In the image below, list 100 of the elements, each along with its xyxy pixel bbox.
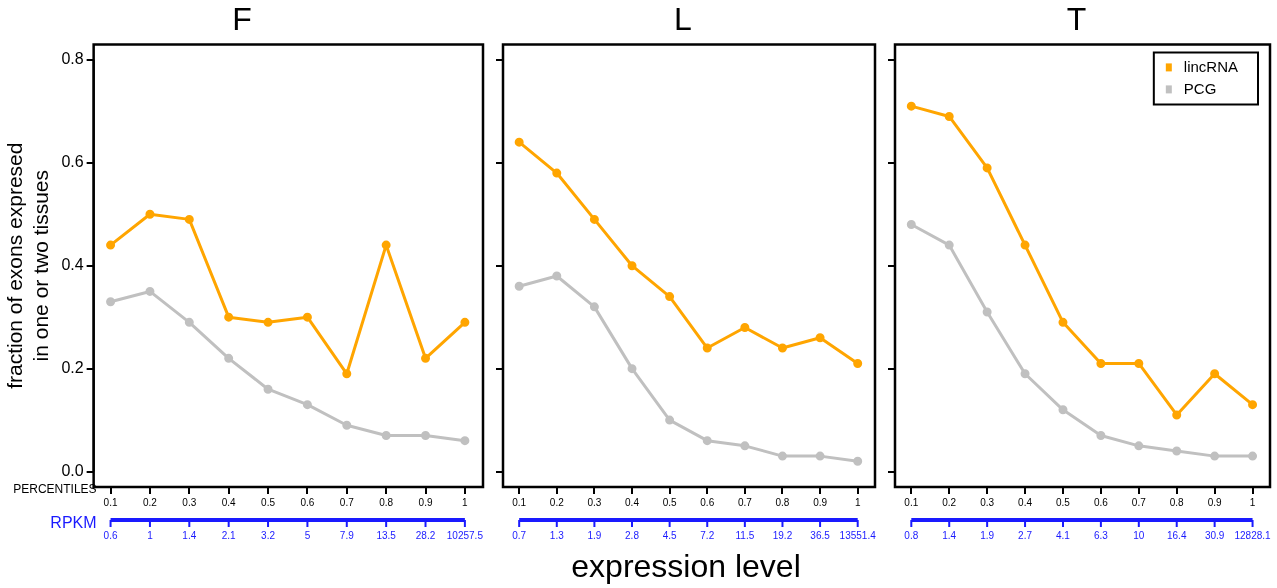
x-tick-label: 0.4 xyxy=(625,496,640,508)
y-tick-label: 0.8 xyxy=(61,50,84,68)
point xyxy=(514,137,524,147)
text: 2.8 xyxy=(625,529,640,541)
point xyxy=(1134,441,1144,451)
text: 4.1 xyxy=(1056,529,1071,541)
point xyxy=(1248,451,1258,461)
point xyxy=(982,307,992,317)
point xyxy=(589,214,599,224)
point xyxy=(815,333,825,343)
point xyxy=(1248,400,1258,410)
text: 12828.1 xyxy=(1234,529,1272,541)
point xyxy=(184,317,194,327)
point xyxy=(552,271,562,281)
point xyxy=(514,281,524,291)
point xyxy=(944,240,954,250)
x2-axis-title: RPKM xyxy=(50,514,97,532)
point xyxy=(1096,431,1106,441)
point xyxy=(184,214,194,224)
text: 1.4 xyxy=(942,529,957,541)
point xyxy=(342,369,352,379)
x-tick-label: 1 xyxy=(1249,496,1256,508)
x-tick-label: 0.9 xyxy=(1207,496,1223,508)
x-tick-label: 0.4 xyxy=(1018,496,1033,508)
point xyxy=(982,163,992,173)
x-tick-label: 0.2 xyxy=(549,496,565,508)
point xyxy=(853,456,863,466)
point xyxy=(106,240,116,250)
x-tick-label: 0.5 xyxy=(261,496,276,508)
text: 13.5 xyxy=(376,529,397,541)
point xyxy=(302,312,312,322)
text: 0.8 xyxy=(904,529,919,541)
point xyxy=(421,353,431,363)
x-tick-label: 0.1 xyxy=(512,496,527,508)
text: 1 xyxy=(147,529,154,541)
x-tick-label: 0.4 xyxy=(221,496,237,508)
point xyxy=(342,420,352,430)
text: 1.9 xyxy=(980,529,995,541)
point xyxy=(589,302,599,312)
point xyxy=(627,261,637,271)
x-tick-label: 0.3 xyxy=(587,496,602,508)
point xyxy=(1172,446,1182,456)
text: 16.4 xyxy=(1166,529,1187,541)
point xyxy=(777,343,787,353)
x-tick-label: 0.3 xyxy=(182,496,197,508)
point xyxy=(1058,317,1068,327)
point xyxy=(665,415,675,425)
chart-title: L xyxy=(674,1,692,38)
point xyxy=(381,240,391,250)
text: 0.6 xyxy=(103,529,118,541)
point xyxy=(777,451,787,461)
x-tick-label: 0.6 xyxy=(1093,496,1109,508)
point xyxy=(460,436,470,446)
point xyxy=(1020,240,1030,250)
y-tick-label: 0.6 xyxy=(61,153,84,171)
x-tick-label: 0.3 xyxy=(980,496,995,508)
text: 19.2 xyxy=(772,529,793,541)
point xyxy=(740,441,750,451)
point xyxy=(552,168,562,178)
point xyxy=(944,111,954,121)
text: 28.2 xyxy=(415,529,436,541)
x-tick-label: 0.9 xyxy=(418,496,433,508)
text: 36.5 xyxy=(810,529,831,541)
text: expression level xyxy=(571,547,801,584)
chart-title: T xyxy=(1066,1,1087,38)
x-tick-label: 0.7 xyxy=(1131,496,1147,508)
point xyxy=(665,292,675,302)
point xyxy=(1058,405,1068,415)
text: 5 xyxy=(304,529,311,541)
point xyxy=(145,209,155,219)
text: 2.7 xyxy=(1018,529,1033,541)
point xyxy=(302,400,312,410)
text: 6.3 xyxy=(1093,529,1109,541)
x-tick-label: 0.2 xyxy=(942,496,957,508)
x-tick-label: 0.8 xyxy=(379,496,394,508)
point xyxy=(263,384,273,394)
x-tick-label: 0.6 xyxy=(700,496,715,508)
point xyxy=(740,322,750,332)
x-axis-title: PERCENTILES xyxy=(13,482,97,497)
point xyxy=(1020,369,1030,379)
point xyxy=(460,317,470,327)
point xyxy=(906,220,916,230)
point xyxy=(815,451,825,461)
point xyxy=(263,317,273,327)
point xyxy=(1210,451,1220,461)
text: 1.9 xyxy=(587,529,602,541)
text: 1.4 xyxy=(182,529,197,541)
text: 7.2 xyxy=(700,529,715,541)
x-tick-label: 0.6 xyxy=(300,496,315,508)
point xyxy=(1172,410,1182,420)
x-tick-label: 0.7 xyxy=(339,496,355,508)
x-tick-label: 0.8 xyxy=(775,496,790,508)
x-tick-label: 0.1 xyxy=(103,496,118,508)
point xyxy=(702,343,712,353)
x-tick-label: 0.5 xyxy=(1056,496,1071,508)
point xyxy=(853,358,863,368)
x-tick-label: 0.9 xyxy=(813,496,828,508)
point xyxy=(702,436,712,446)
text: 13551.4 xyxy=(839,529,877,541)
x-tick-label: 0.8 xyxy=(1169,496,1185,508)
